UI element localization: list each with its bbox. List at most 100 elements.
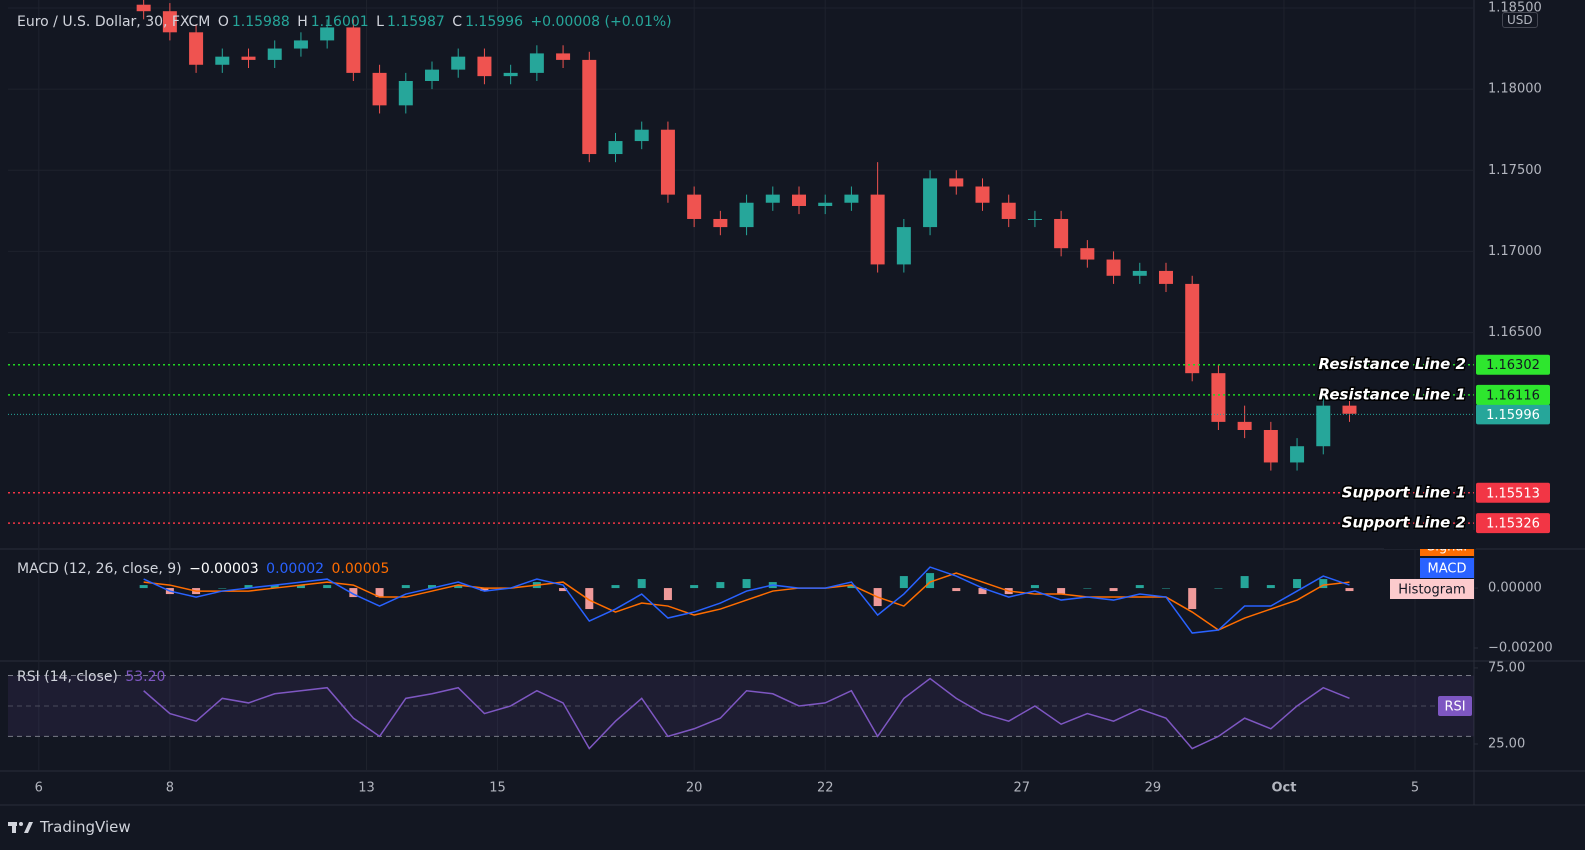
- legend-tag: Histogram: [1398, 583, 1465, 598]
- histogram-bar: [139, 585, 148, 589]
- level-tag-bg: [1476, 482, 1550, 503]
- y-tick-label: 1.18000: [1488, 82, 1542, 97]
- legend-tag: MACD: [1428, 562, 1467, 577]
- logo: [8, 822, 33, 833]
- level-tag-bg: [1476, 354, 1550, 375]
- candle-body: [451, 56, 466, 70]
- candle-body: [1211, 373, 1226, 422]
- candle-body: [713, 218, 728, 228]
- histogram-bar: [270, 585, 279, 589]
- candle-body: [739, 202, 754, 228]
- ohlc-key: H: [297, 14, 308, 30]
- level-label: Resistance Line 2: [1319, 355, 1466, 373]
- histogram-bar: [244, 585, 253, 589]
- candle-body: [162, 11, 177, 33]
- histogram-bar: [1188, 588, 1197, 610]
- candle-body: [556, 53, 571, 60]
- candle-body: [870, 194, 885, 265]
- level-tag: 1.15513: [1486, 486, 1540, 501]
- histogram-bar: [349, 588, 358, 598]
- level-label: Support Line 1: [1342, 483, 1466, 501]
- x-tick-label: 29: [1145, 781, 1162, 796]
- candle-body: [923, 178, 938, 228]
- candle-body: [660, 129, 675, 195]
- candle-body: [1080, 248, 1095, 260]
- y-tick-label: 1.18500: [1488, 0, 1542, 15]
- candle-body: [1237, 421, 1252, 430]
- readout: −0.00003: [189, 561, 259, 577]
- level-tag-bg: [1476, 384, 1550, 405]
- indicator-title: RSI (14, close): [17, 669, 118, 685]
- histogram-bar: [1083, 588, 1092, 589]
- histogram-bar: [952, 588, 961, 592]
- rsi-legend: RSI (14, close) 53.20: [17, 669, 168, 685]
- candle-body: [975, 186, 990, 203]
- macd-line: [143, 572, 1350, 631]
- legend-tag: RSI: [1444, 699, 1465, 714]
- x-tick-label: 6: [35, 781, 43, 796]
- histogram-bar: [401, 585, 410, 589]
- histogram-bar: [559, 588, 568, 592]
- candle-body: [949, 178, 964, 187]
- candle-body: [1316, 405, 1331, 447]
- level-tag: 1.15326: [1486, 517, 1540, 532]
- readout: 0.00002: [266, 561, 325, 577]
- histogram-bar: [847, 585, 856, 589]
- y-tick-label: 1.17500: [1488, 163, 1542, 178]
- histogram-bar: [690, 585, 699, 589]
- candle-body: [425, 69, 440, 81]
- histogram-bar: [375, 588, 384, 598]
- histogram-bar: [585, 588, 594, 610]
- x-tick-label: 8: [166, 781, 174, 796]
- x-tick-label: Oct: [1271, 781, 1296, 796]
- y-tick-label: 1.17000: [1488, 244, 1542, 259]
- histogram-bar: [1266, 585, 1275, 589]
- histogram-bar: [611, 585, 620, 589]
- y-tick-label: 0.00000: [1488, 581, 1542, 596]
- candle-body: [818, 202, 833, 206]
- y-tick-label: 75.00: [1488, 660, 1525, 675]
- histogram-bar: [716, 582, 725, 589]
- price-tag: 1.15996: [1486, 408, 1540, 423]
- candle-body: [1106, 259, 1121, 276]
- y-tick-label: 25.00: [1488, 736, 1525, 751]
- ohlc-key: O: [217, 14, 229, 30]
- histogram-bar: [1345, 588, 1354, 592]
- candle-body: [267, 48, 282, 60]
- footer: TradingView: [8, 818, 131, 836]
- histogram-bar: [1030, 585, 1039, 589]
- candle-body: [582, 59, 597, 155]
- ohlc-value: 1.16001: [310, 14, 369, 30]
- price-tag-bg: [1476, 404, 1550, 425]
- candle-body: [765, 194, 780, 203]
- macd-line: [143, 566, 1350, 634]
- candle-body: [136, 4, 151, 12]
- candle-body: [1001, 202, 1016, 219]
- candle-body: [1263, 429, 1278, 463]
- level-label: Support Line 2: [1342, 514, 1466, 532]
- histogram-bar: [742, 579, 751, 589]
- candle-body: [346, 27, 361, 73]
- candle-body: [1185, 283, 1200, 374]
- candle-body: [1290, 446, 1305, 463]
- readout: 53.20: [125, 669, 166, 685]
- y-tick-label: 1.16500: [1488, 325, 1542, 340]
- brand: TradingView: [40, 818, 131, 836]
- candle-body: [896, 227, 911, 265]
- x-tick-label: 13: [358, 781, 375, 796]
- histogram-bar: [978, 588, 987, 595]
- legend-tag-bg: [1420, 558, 1474, 578]
- pane-mask: [1384, 530, 1476, 549]
- x-tick-label: 20: [686, 781, 703, 796]
- histogram-bar: [1135, 585, 1144, 589]
- candle-body: [189, 32, 204, 65]
- histogram-bar: [428, 585, 437, 589]
- x-tick-label: 5: [1411, 781, 1419, 796]
- candle-body: [634, 129, 649, 142]
- ohlc-key: C: [452, 14, 463, 30]
- level-label: Resistance Line 1: [1319, 385, 1466, 403]
- ohlc-key: L: [376, 14, 384, 30]
- x-tick-label: 27: [1014, 781, 1031, 796]
- histogram-bar: [1319, 579, 1328, 589]
